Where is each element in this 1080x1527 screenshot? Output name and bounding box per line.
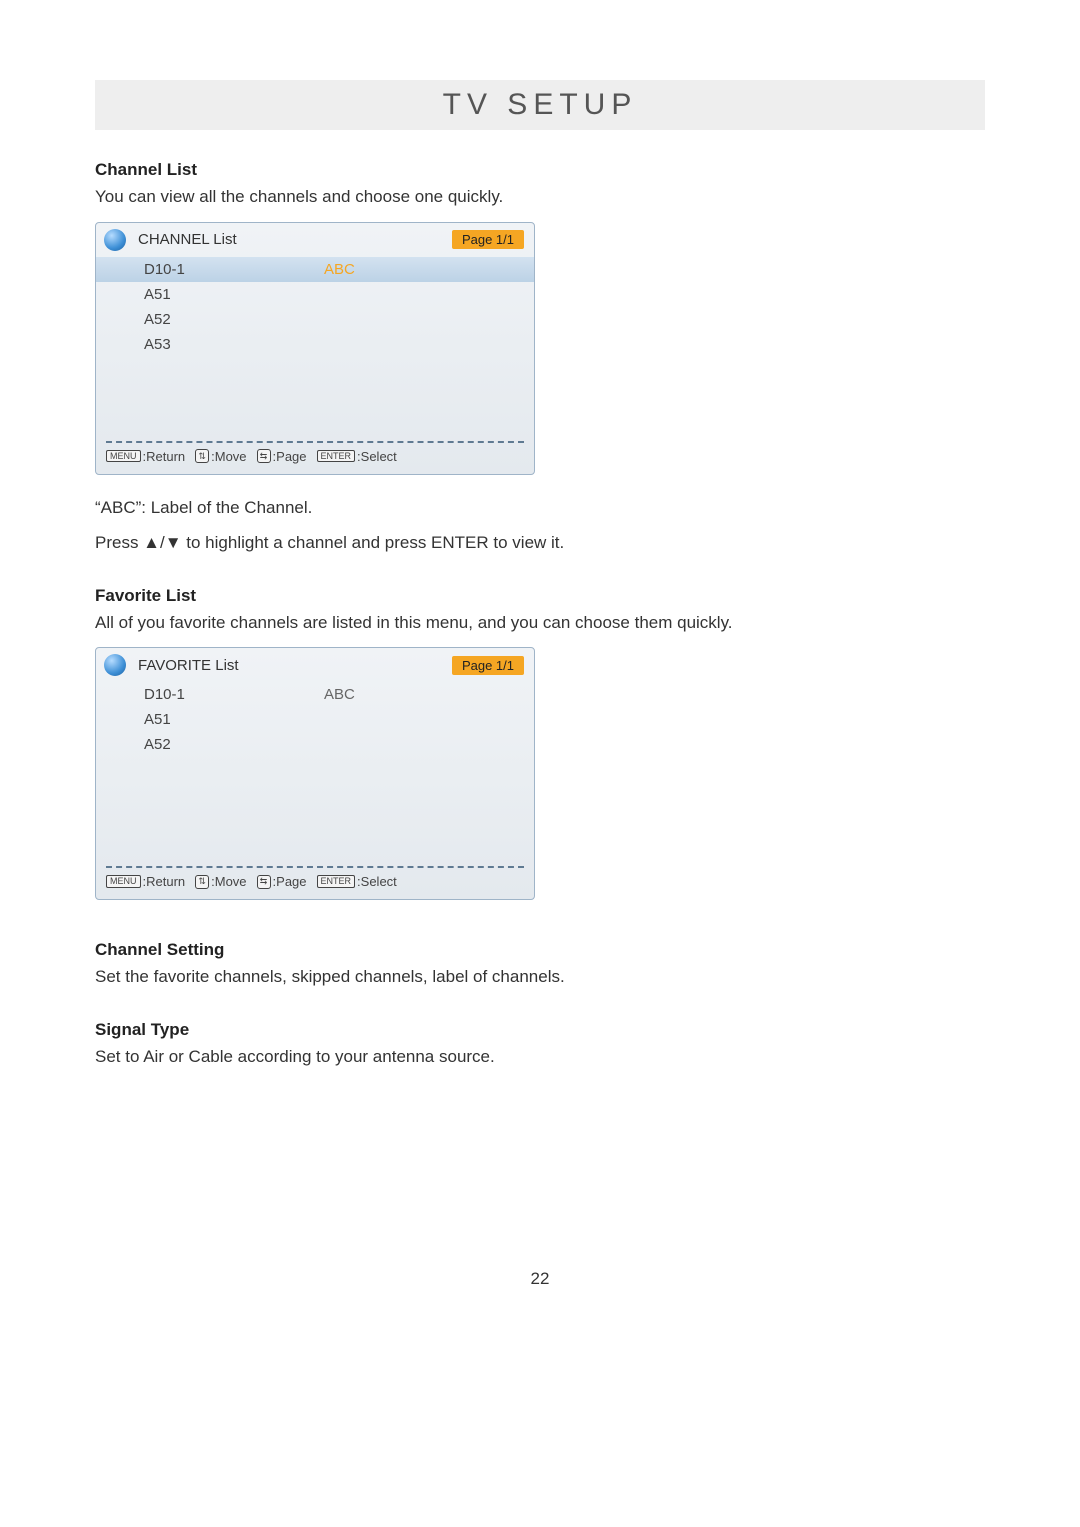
list-item[interactable]: D10-1ABC [96,257,534,282]
hint-page: :Page [273,449,307,464]
section-channel-list: Channel List You can view all the channe… [95,160,985,556]
channel-number: A51 [144,286,324,303]
section-channel-setting: Channel Setting Set the favorite channel… [95,940,985,990]
enter-key-icon: ENTER [317,450,356,463]
channel-label: ABC [324,686,355,703]
list-item[interactable]: A51 [96,282,534,307]
globe-icon [104,229,126,251]
page-number: 22 [95,1269,985,1289]
desc-channel-setting: Set the favorite channels, skipped chann… [95,964,985,990]
osd-title: CHANNEL List [138,231,452,248]
updown-icon: ⇅ [195,449,209,463]
hint-move: :Move [211,874,246,889]
leftright-icon: ⇆ [257,875,271,889]
heading-channel-setting: Channel Setting [95,940,985,960]
osd-channel-list: CHANNEL List Page 1/1 D10-1ABCA51A52A53 … [95,222,535,475]
channel-number: A52 [144,736,324,753]
list-item[interactable]: D10-1ABC [96,682,534,707]
leftright-icon: ⇆ [257,449,271,463]
page-title-bar: TV SETUP [95,80,985,130]
desc-signal-type: Set to Air or Cable according to your an… [95,1044,985,1070]
section-signal-type: Signal Type Set to Air or Cable accordin… [95,1020,985,1070]
hint-select: :Select [357,449,397,464]
channel-number: A53 [144,336,324,353]
channel-number: A52 [144,311,324,328]
note-press: Press ▲/▼ to highlight a channel and pre… [95,530,985,556]
globe-icon [104,654,126,676]
osd-header: CHANNEL List Page 1/1 [96,223,534,257]
osd-list: D10-1ABCA51A52 [96,682,534,862]
list-item[interactable]: A51 [96,707,534,732]
menu-key-icon: MENU [106,875,141,888]
hint-return: :Return [143,449,186,464]
heading-signal-type: Signal Type [95,1020,985,1040]
osd-list: D10-1ABCA51A52A53 [96,257,534,437]
hint-move: :Move [211,449,246,464]
hint-page: :Page [273,874,307,889]
hint-select: :Select [357,874,397,889]
page-title: TV SETUP [95,88,985,122]
list-item[interactable]: A53 [96,332,534,357]
enter-key-icon: ENTER [317,875,356,888]
osd-header: FAVORITE List Page 1/1 [96,648,534,682]
hint-return: :Return [143,874,186,889]
section-favorite-list: Favorite List All of you favorite channe… [95,586,985,901]
channel-number: A51 [144,711,324,728]
heading-favorite-list: Favorite List [95,586,985,606]
note-abc: “ABC”: Label of the Channel. [95,495,985,521]
osd-favorite-list: FAVORITE List Page 1/1 D10-1ABCA51A52 ME… [95,647,535,900]
desc-favorite-list: All of you favorite channels are listed … [95,610,985,636]
osd-hints: MENU :Return ⇅ :Move ⇆ :Page ENTER :Sele… [96,868,534,899]
channel-label: ABC [324,261,355,278]
page-badge: Page 1/1 [452,656,524,675]
channel-number: D10-1 [144,686,324,703]
updown-icon: ⇅ [195,875,209,889]
osd-hints: MENU :Return ⇅ :Move ⇆ :Page ENTER :Sele… [96,443,534,474]
desc-channel-list: You can view all the channels and choose… [95,184,985,210]
heading-channel-list: Channel List [95,160,985,180]
channel-number: D10-1 [144,261,324,278]
menu-key-icon: MENU [106,450,141,463]
page-badge: Page 1/1 [452,230,524,249]
list-item[interactable]: A52 [96,307,534,332]
list-item[interactable]: A52 [96,732,534,757]
osd-title: FAVORITE List [138,657,452,674]
